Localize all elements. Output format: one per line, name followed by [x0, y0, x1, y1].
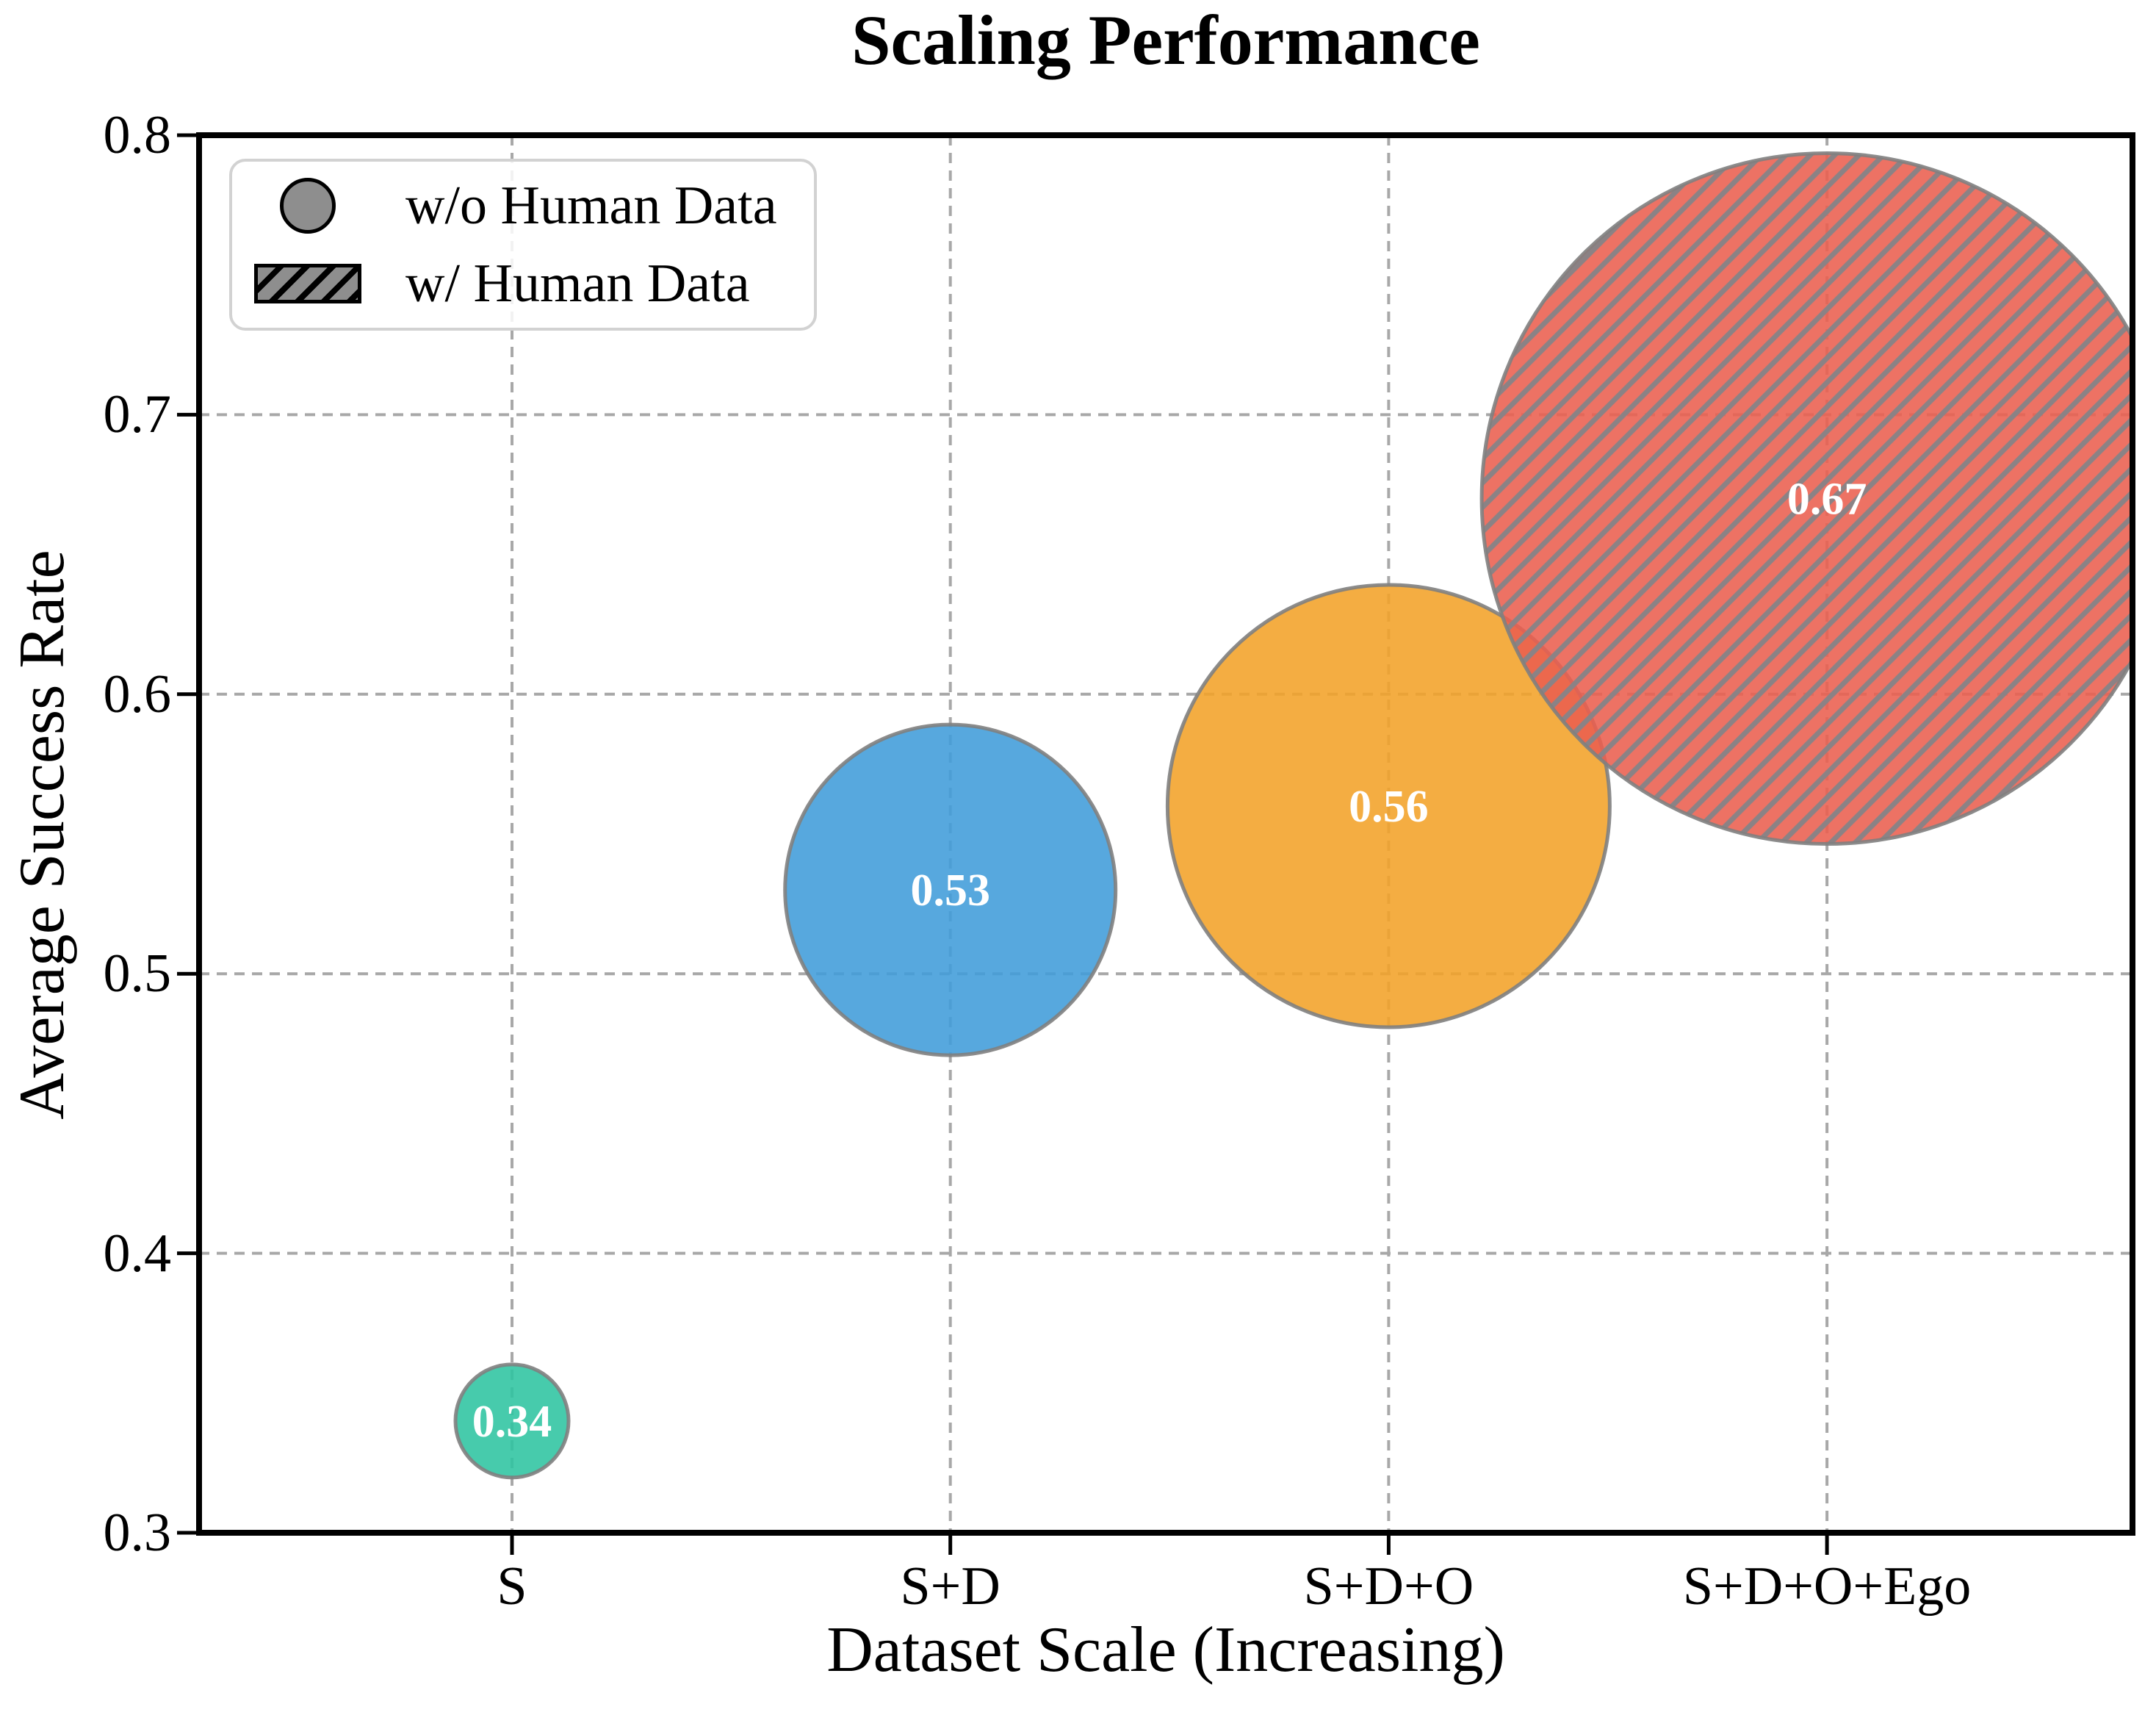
legend-label: w/ Human Data: [405, 254, 750, 314]
x-axis-title: Dataset Scale (Increasing): [826, 1614, 1505, 1686]
bubble-fill: [1167, 584, 1610, 1027]
tick-marks: [177, 133, 1829, 1555]
y-tick-label: 0.7: [103, 384, 172, 445]
x-tick-label: S+D: [900, 1556, 1001, 1617]
bubble-edge: [783, 722, 1118, 1057]
bubble-value-label: 0.56: [1349, 782, 1429, 832]
legend-item-without-human-data: w/o Human Data: [254, 172, 792, 240]
bubble-edge: [1479, 151, 2132, 846]
bubble-edge: [453, 1362, 571, 1480]
chart-title: Scaling Performance: [851, 1, 1480, 79]
legend: w/o Human Data w/ Human Data: [229, 159, 817, 331]
y-tick-label: 0.4: [103, 1223, 172, 1284]
bubble-value-label: 0.34: [472, 1397, 552, 1447]
axes-spines: [196, 132, 2135, 1536]
bubble-hatch: [1482, 153, 2132, 844]
bubble-fill: [455, 1364, 569, 1478]
legend-label: w/o Human Data: [405, 176, 777, 236]
bubble-edge: [1165, 583, 1612, 1029]
x-tick-label: S: [497, 1556, 527, 1617]
bubble-fill: [785, 725, 1116, 1056]
legend-marker-wrap: [254, 264, 361, 303]
y-axis-title: Average Success Rate: [7, 550, 78, 1120]
bubbles-layer: 0.34 0.53 0.56 0.67: [453, 151, 2132, 1480]
y-tick-label: 0.6: [103, 664, 172, 725]
x-tick-label: S+D+O+Ego: [1682, 1556, 1972, 1617]
y-tick-label: 0.5: [103, 943, 172, 1004]
bubble-value-label: 0.53: [910, 866, 990, 916]
legend-marker-wrap: [254, 178, 361, 234]
legend-item-with-human-data: w/ Human Data: [254, 250, 792, 317]
y-tick-label: 0.8: [103, 105, 172, 165]
x-tick-label: S+D+O: [1303, 1556, 1474, 1617]
hatched-rect-marker-icon: [254, 264, 361, 303]
y-tick-label: 0.3: [103, 1503, 172, 1563]
solid-circle-marker-icon: [280, 178, 336, 234]
bubble-value-label: 0.67: [1787, 475, 1867, 525]
